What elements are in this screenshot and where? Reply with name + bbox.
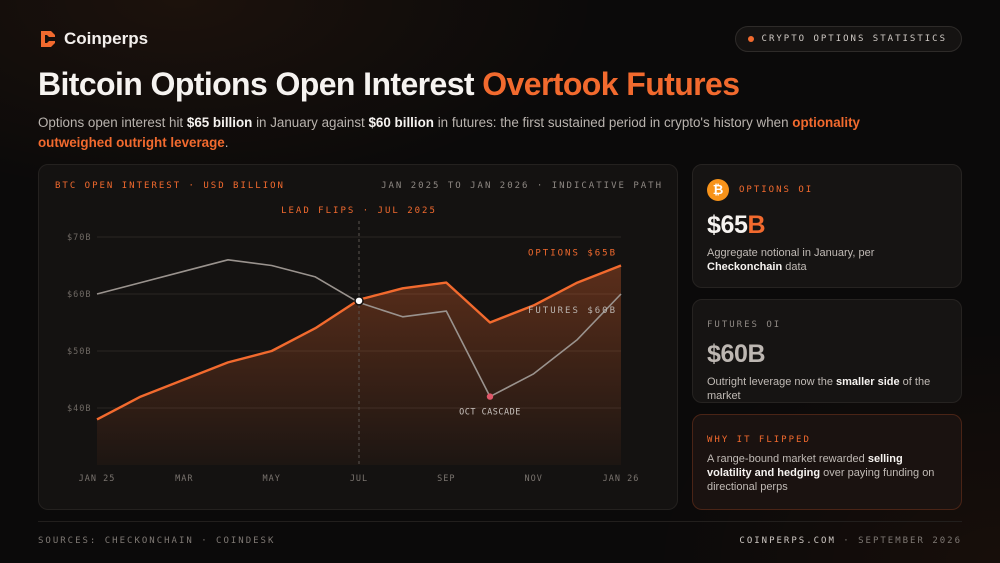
x-tick-label: MAY — [262, 474, 280, 484]
footer-site-link[interactable]: COINPERPS.COM — [739, 536, 836, 546]
brand-logo[interactable]: Coinperps — [38, 28, 148, 50]
y-axis: $40B $50B $60B $70B — [67, 233, 91, 414]
why-desc-suffix: over paying funding on directional perps — [707, 467, 935, 493]
chart-canvas: BTC OPEN INTEREST · USD BILLION JAN 2025… — [55, 181, 663, 484]
x-tick-label: JAN 26 — [603, 474, 640, 484]
bitcoin-icon: ₿ — [707, 179, 729, 201]
x-tick-label: JAN 25 — [79, 474, 116, 484]
y-tick-label: $70B — [67, 233, 91, 243]
futures-oi-description: Outright leverage now the smaller side o… — [707, 375, 947, 403]
why-description: A range-bound market rewarded selling vo… — [707, 452, 947, 494]
x-axis: JAN 25 MAR MAY JUL SEP NOV JAN 26 — [79, 474, 640, 484]
options-oi-label: OPTIONS OI — [739, 185, 814, 195]
footer-meta: COINPERPS.COM · SEPTEMBER 2026 — [739, 536, 962, 546]
category-pill: CRYPTO OPTIONS STATISTICS — [734, 26, 962, 52]
crossover-label: LEAD FLIPS · JUL 2025 — [281, 206, 437, 216]
chart-marks: LEAD FLIPS · JUL 2025 OPTIONS $65B FUTURES… — [96, 206, 622, 465]
oct-cascade-label: OCT CASCADE — [459, 408, 521, 418]
title-accent: Overtook Futures — [482, 66, 740, 102]
title-main: Bitcoin Options Open Interest — [38, 66, 475, 102]
y-tick-label: $40B — [67, 404, 91, 414]
options-oi-value: $65B — [707, 211, 947, 240]
oct-cascade-point — [486, 393, 494, 400]
chart-subtitle: JAN 2025 TO JAN 2026 · INDICATIVE PATH — [381, 181, 663, 191]
options-desc-suffix: data — [782, 261, 807, 273]
y-tick-label: $60B — [67, 290, 91, 300]
y-tick-label: $50B — [67, 347, 91, 357]
options-desc-source: Checkonchain — [707, 261, 783, 273]
subtitle-text-1: Options open interest hit — [38, 115, 187, 130]
options-oi-unit: B — [747, 211, 766, 239]
why-it-flipped-card: WHY IT FLIPPED A range-bound market rewa… — [692, 414, 962, 510]
category-label: CRYPTO OPTIONS STATISTICS — [761, 34, 947, 44]
footer-sources: SOURCES: CHECKONCHAIN · COINDESK — [38, 536, 276, 546]
futures-series-label: FUTURES $60B — [528, 306, 617, 316]
page-subtitle: Options open interest hit $65 billion in… — [38, 113, 868, 153]
subtitle-text-3: in futures: the first sustained period i… — [433, 115, 793, 130]
futures-oi-value: $60B — [707, 340, 947, 369]
coinperps-logo-icon — [41, 31, 55, 47]
why-desc-highlight: selling volatility and hedging — [707, 453, 903, 479]
open-interest-chart: BTC OPEN INTEREST · USD BILLION JAN 2025… — [38, 164, 678, 510]
chart-title: BTC OPEN INTEREST · USD BILLION — [55, 181, 285, 191]
futures-oi-number: $60 — [707, 340, 748, 368]
options-desc-text: Aggregate notional in January, per — [707, 247, 875, 259]
futures-desc-suffix: of the market — [707, 376, 931, 402]
futures-oi-unit: B — [747, 340, 766, 368]
subtitle-text-4: . — [224, 135, 229, 150]
options-oi-description: Aggregate notional in January, per Check… — [707, 246, 947, 274]
status-dot-icon — [747, 36, 754, 42]
footer-divider — [38, 521, 962, 522]
page-title: Bitcoin Options Open Interest Overtook F… — [38, 66, 740, 103]
options-oi-number: $65 — [707, 211, 748, 239]
x-tick-label: SEP — [437, 474, 455, 484]
options-series-label: OPTIONS $65B — [528, 249, 617, 259]
subtitle-futures-value: $60 billion — [368, 115, 434, 130]
options-oi-card: ₿ OPTIONS OI $65B Aggregate notional in … — [692, 164, 962, 288]
x-tick-label: NOV — [524, 474, 542, 484]
subtitle-options-value: $65 billion — [186, 115, 253, 130]
futures-oi-card: FUTURES OI $60B Outright leverage now th… — [692, 299, 962, 403]
futures-desc-highlight: smaller side — [836, 376, 900, 388]
subtitle-highlight: optionality outweighed outright leverage — [38, 115, 860, 150]
x-tick-label: JUL — [350, 474, 368, 484]
why-desc-text: A range-bound market rewarded — [707, 453, 868, 465]
futures-desc-text: Outright leverage now the — [707, 376, 837, 388]
why-label: WHY IT FLIPPED — [707, 435, 811, 445]
futures-oi-label: FUTURES OI — [707, 320, 782, 330]
crossover-point — [354, 296, 364, 306]
footer-date: · SEPTEMBER 2026 — [835, 536, 962, 546]
subtitle-text-2: in January against — [252, 115, 369, 130]
x-tick-label: MAR — [175, 474, 193, 484]
brand-name: Coinperps — [64, 29, 149, 48]
